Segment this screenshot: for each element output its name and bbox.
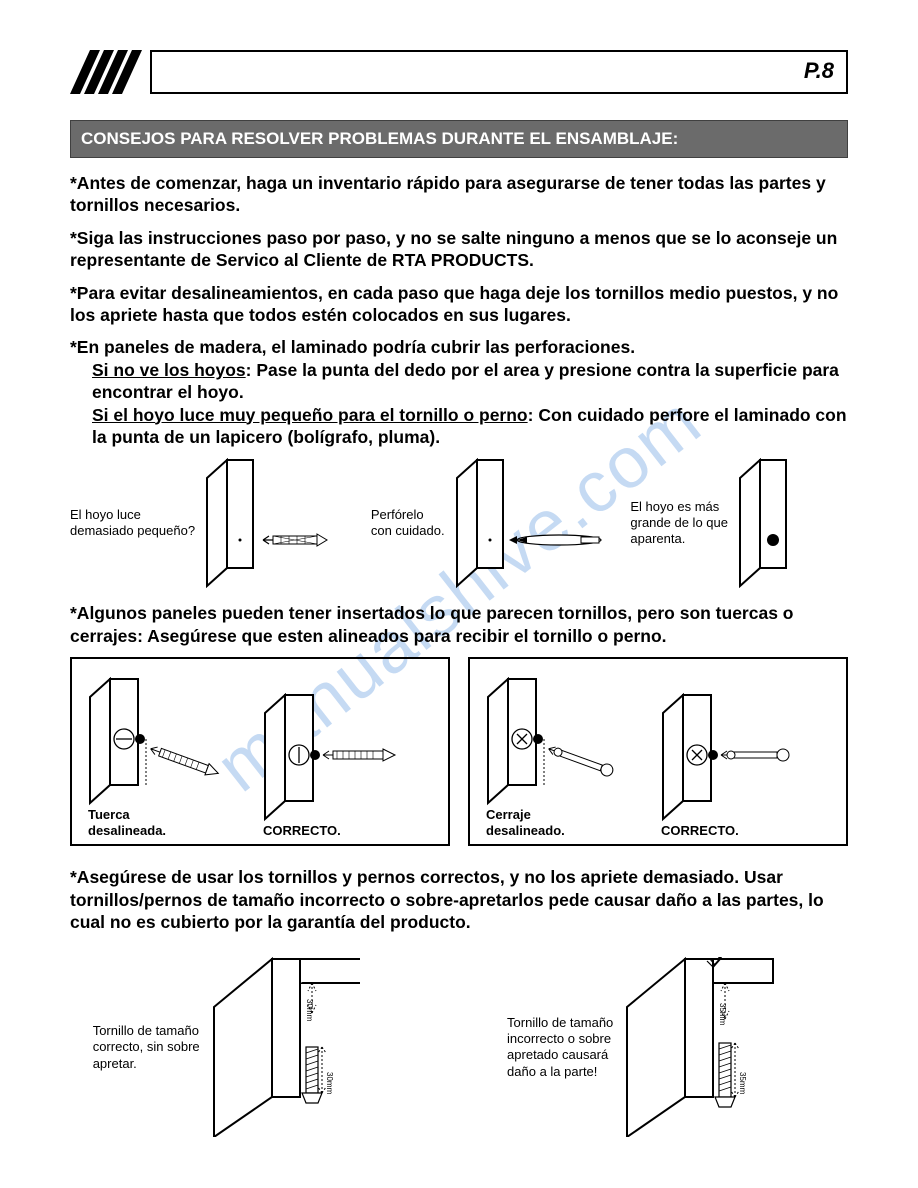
tip-laminate-u2: Si el hoyo luce muy pequeño para el torn…: [92, 405, 528, 425]
label-nut-correct: CORRECTO.: [263, 823, 432, 839]
header-stripes-icon: [70, 50, 160, 94]
label-nut-misaligned-b: desalineada.: [88, 823, 257, 839]
dim-35b: 35mm: [738, 1072, 747, 1095]
cam-correct-icon: [661, 693, 821, 823]
dim-35a: 35mm: [718, 1003, 727, 1026]
fig1-cap3: El hoyo es más grande de lo que aparenta…: [630, 499, 728, 548]
dim-30b: 30mm: [325, 1072, 334, 1095]
label-cam-misaligned-b: desalineado.: [486, 823, 655, 839]
nut-misaligned-icon: [88, 677, 248, 807]
tip-inserts: *Algunos paneles pueden tener insertados…: [70, 602, 848, 647]
fig1-cap2: Perfórelo con cuidado.: [371, 507, 445, 540]
cam-misaligned-icon: [486, 677, 646, 807]
label-cam-correct: CORRECTO.: [661, 823, 830, 839]
correct-screw-icon: 30mm 30mm: [212, 957, 412, 1137]
page-number: P.8: [804, 58, 834, 84]
panel-small-hole-icon: [205, 458, 345, 588]
label-cam-misaligned-a: Cerraje: [486, 807, 655, 823]
section-title: CONSEJOS PARA RESOLVER PROBLEMAS DURANTE…: [70, 120, 848, 158]
page-header: P.8: [70, 50, 848, 94]
wrong-screw-icon: 35mm 35mm: [625, 957, 825, 1137]
tip-alignment: *Para evitar desalineamientos, en cada p…: [70, 282, 848, 327]
tip-inventory: *Antes de comenzar, haga un inventario r…: [70, 172, 848, 217]
tip-laminate-u1: Si no ve los hoyos: [92, 360, 246, 380]
figure-row-screws: Tornillo de tamaño correcto, sin sobre a…: [70, 957, 848, 1137]
tip-laminate-intro: *En paneles de madera, el laminado podrí…: [70, 337, 635, 357]
tip-correct-screws: *Asegúrese de usar los tornillos y perno…: [70, 866, 848, 933]
header-outline: [150, 50, 848, 94]
panel-big-hole-icon: [738, 458, 848, 588]
nut-correct-icon: [263, 693, 423, 823]
fig1-cap1: El hoyo luce demasiado pequeño?: [70, 507, 195, 540]
dim-30a: 30mm: [305, 999, 314, 1022]
tip-laminate: *En paneles de madera, el laminado podrí…: [70, 336, 848, 448]
panel-pierce-icon: [455, 458, 605, 588]
tip-instructions: *Siga las instrucciones paso por paso, y…: [70, 227, 848, 272]
fig3-cap2: Tornillo de tamaño incorrecto o sobre ap…: [507, 1015, 613, 1080]
fig3-cap1: Tornillo de tamaño correcto, sin sobre a…: [93, 1023, 200, 1072]
figure-row-inserts: Tuerca desalineada.: [70, 657, 848, 866]
figure-row-holes: El hoyo luce demasiado pequeño? Perfórel…: [70, 458, 848, 588]
label-nut-misaligned-a: Tuerca: [88, 807, 257, 823]
